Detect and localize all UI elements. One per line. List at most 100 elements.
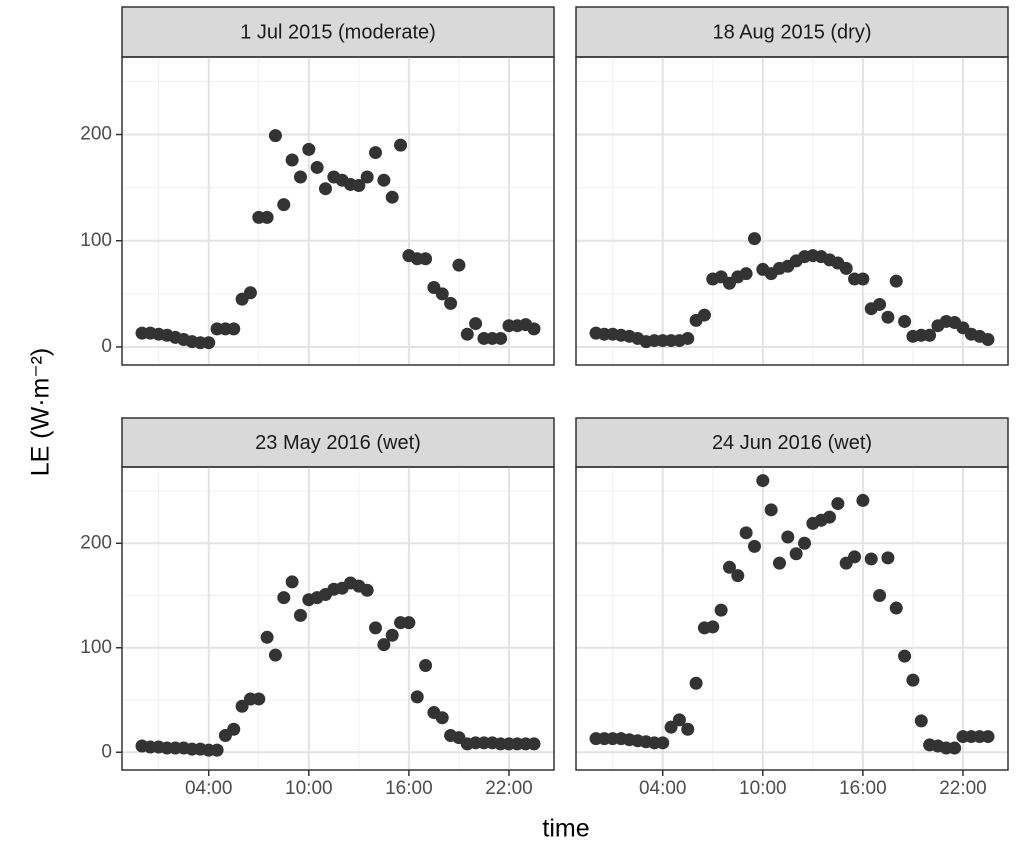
point	[377, 638, 391, 652]
point	[444, 296, 458, 310]
point	[235, 699, 249, 713]
point	[889, 274, 903, 288]
point	[310, 160, 324, 174]
point	[527, 322, 541, 336]
panel-background	[576, 467, 1008, 770]
point	[285, 153, 299, 167]
point	[394, 138, 408, 152]
point	[285, 575, 299, 589]
y-tick-label: 200	[80, 532, 112, 553]
point	[731, 569, 745, 583]
point	[469, 317, 483, 331]
point	[697, 308, 711, 322]
point	[681, 331, 695, 345]
x-tick-label: 10:00	[739, 778, 787, 799]
point	[881, 551, 895, 565]
point	[352, 179, 366, 193]
point	[706, 620, 720, 634]
point	[385, 190, 399, 204]
point	[260, 210, 274, 224]
point	[210, 743, 224, 757]
y-tick-label: 100	[80, 637, 112, 658]
point	[923, 328, 937, 342]
point	[402, 616, 416, 630]
point	[747, 232, 761, 246]
panel-border	[575, 466, 1009, 771]
panel-background	[122, 467, 554, 770]
point	[360, 583, 374, 597]
point	[419, 659, 433, 673]
y-tick-label: 0	[101, 741, 112, 762]
point	[369, 621, 383, 635]
point	[906, 673, 920, 687]
point	[898, 649, 912, 663]
point	[722, 560, 736, 574]
x-tick-label: 04:00	[185, 778, 233, 799]
point	[227, 722, 241, 736]
point	[831, 497, 845, 511]
point	[672, 713, 686, 727]
point	[202, 336, 216, 350]
point	[243, 286, 257, 300]
facet-title: 23 May 2016 (wet)	[255, 432, 421, 454]
point	[798, 536, 812, 550]
x-tick-label: 10:00	[285, 778, 333, 799]
point	[789, 547, 803, 561]
point	[772, 556, 786, 570]
point	[435, 711, 449, 725]
point	[377, 173, 391, 187]
point	[848, 550, 862, 564]
point	[747, 539, 761, 553]
point	[277, 591, 291, 605]
point	[277, 198, 291, 212]
point	[981, 333, 995, 347]
point	[252, 692, 266, 706]
point	[527, 737, 541, 751]
point	[714, 603, 728, 617]
y-axis-title: LE (W·m⁻²)	[27, 348, 55, 476]
point	[302, 142, 316, 156]
point	[260, 630, 274, 644]
point	[873, 589, 887, 603]
point	[293, 608, 307, 622]
point	[856, 493, 870, 507]
point	[268, 129, 282, 143]
point	[756, 474, 770, 488]
facet-title: 1 Jul 2015 (moderate)	[240, 21, 436, 43]
panel-border	[121, 466, 555, 771]
panel-background	[122, 57, 554, 365]
panel-border	[575, 56, 1009, 366]
point	[664, 720, 678, 734]
point	[881, 310, 895, 324]
y-tick-label: 0	[101, 336, 112, 357]
point	[369, 146, 383, 160]
point	[227, 322, 241, 336]
point	[360, 170, 374, 184]
x-tick-label: 16:00	[839, 778, 887, 799]
point	[856, 272, 870, 286]
facet-strip	[121, 417, 555, 468]
point	[656, 736, 670, 750]
point	[460, 327, 474, 341]
point	[764, 503, 778, 517]
point	[410, 690, 424, 704]
x-tick-label: 22:00	[939, 778, 987, 799]
facet-strip	[121, 6, 555, 58]
point	[689, 676, 703, 690]
point	[318, 182, 332, 196]
x-axis-title: time	[542, 815, 589, 843]
point	[494, 331, 508, 345]
point	[981, 730, 995, 744]
x-tick-label: 22:00	[485, 778, 533, 799]
point	[419, 252, 433, 266]
point	[873, 297, 887, 311]
point	[823, 510, 837, 524]
point	[898, 314, 912, 328]
point	[268, 648, 282, 662]
panel-border	[121, 56, 555, 366]
panel-background	[576, 57, 1008, 365]
x-tick-label: 16:00	[385, 778, 433, 799]
facet-title: 24 Jun 2016 (wet)	[712, 432, 872, 454]
point	[781, 530, 795, 544]
